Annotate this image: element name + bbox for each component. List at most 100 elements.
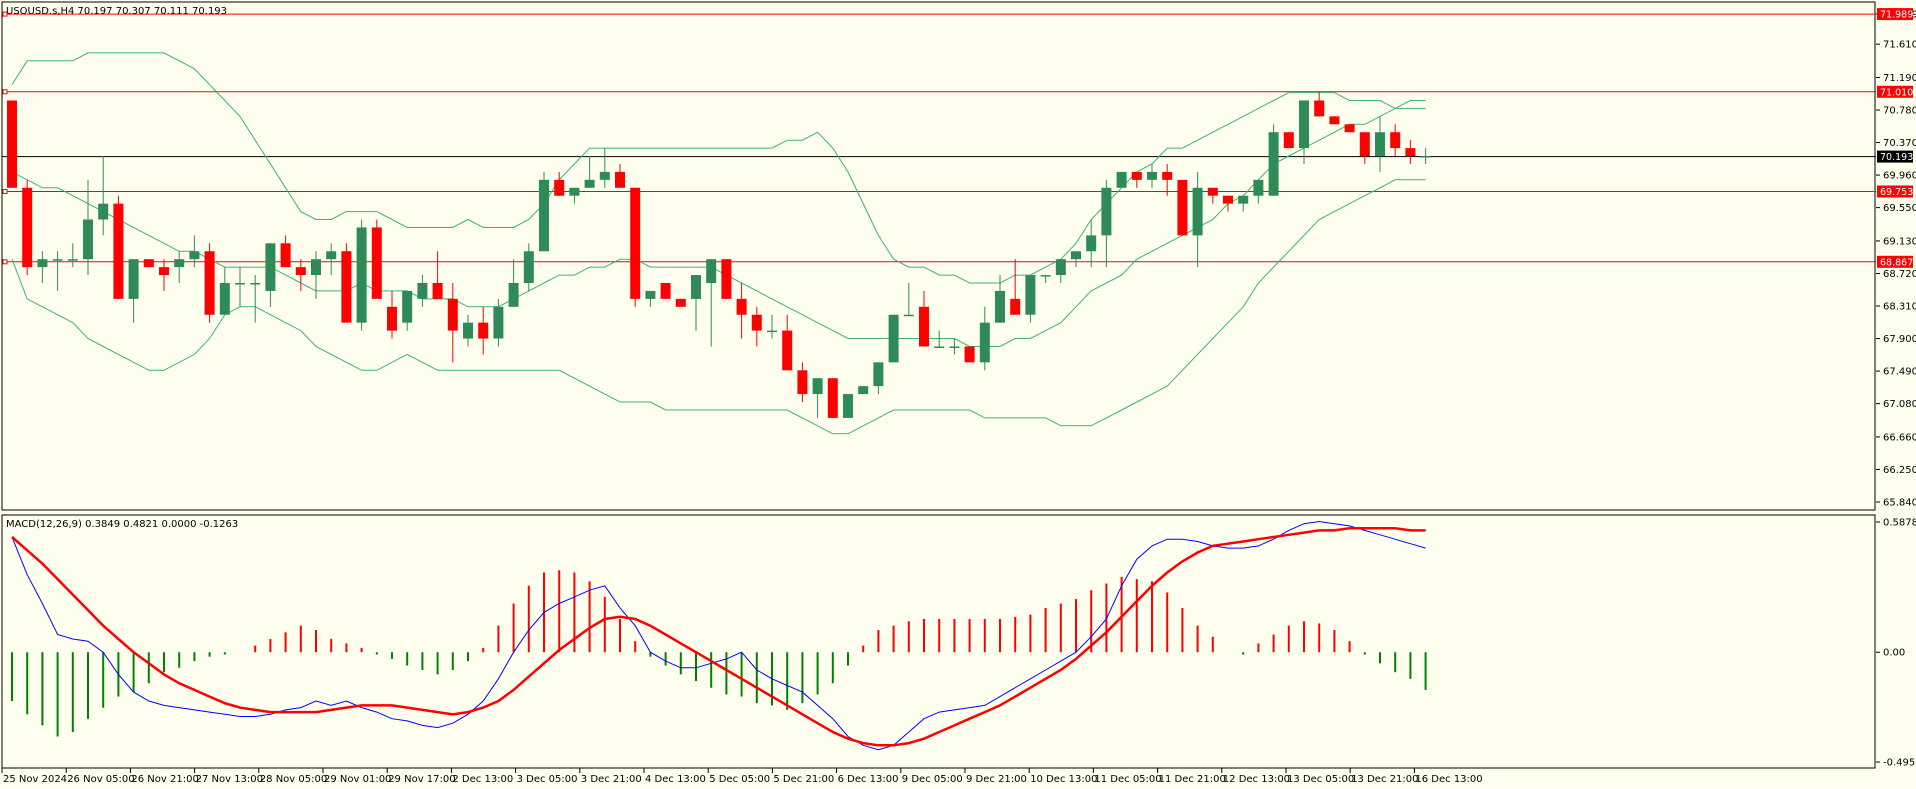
time-tick-label: 10 Dec 13:00 xyxy=(1030,774,1097,785)
candle xyxy=(493,298,504,347)
candle-body xyxy=(554,179,565,196)
candle xyxy=(326,243,337,276)
candle xyxy=(37,251,48,283)
macd-tick-label: 0.00 xyxy=(1883,648,1905,659)
candle-body xyxy=(630,187,641,299)
price-tick-label: 66.660 xyxy=(1883,432,1916,443)
price-tick-label: 70.370 xyxy=(1883,138,1916,149)
candle-body xyxy=(128,259,139,299)
macd-tick-label: -0.4953 xyxy=(1883,758,1916,769)
level-handle[interactable] xyxy=(2,11,8,17)
candle xyxy=(645,290,656,307)
bb-lower-line xyxy=(11,179,1426,435)
tag-label: 69.753 xyxy=(1880,187,1913,198)
candle xyxy=(1116,171,1127,188)
time-tick-label: 6 Dec 13:00 xyxy=(838,774,899,785)
candle-body xyxy=(979,322,990,363)
macd-signal-line xyxy=(11,526,1426,747)
candle-body xyxy=(1359,132,1370,157)
candle-body xyxy=(326,251,337,260)
candle xyxy=(964,346,975,363)
candle xyxy=(1375,116,1385,172)
candle-body xyxy=(1040,275,1051,277)
price-tick-label: 67.900 xyxy=(1883,334,1916,345)
time-tick-label: 5 Dec 05:00 xyxy=(709,774,770,785)
candle xyxy=(159,259,169,291)
candle-body xyxy=(159,267,169,276)
candle xyxy=(432,251,443,299)
candle-body xyxy=(1131,171,1142,180)
price-axis: 71.989 71.610 71.190 70.780 70.370 69.960 69.5… xyxy=(1876,8,1916,509)
candle xyxy=(599,148,610,188)
price-pane-frame xyxy=(1,1,1876,511)
candle xyxy=(204,243,215,323)
candle xyxy=(250,275,261,323)
candle xyxy=(113,195,124,299)
candle-body xyxy=(1375,132,1385,157)
time-tick-label: 4 Dec 13:00 xyxy=(645,774,706,785)
candle xyxy=(1101,179,1112,268)
candle-body xyxy=(1223,195,1233,204)
price-tick-label: 70.780 xyxy=(1883,106,1916,117)
macd-pane[interactable]: 0.5878 0.00 -0.4953 MACD(12,26,9) 0.3849 0… xyxy=(1,514,1916,769)
candle-body xyxy=(417,282,428,299)
candle xyxy=(736,282,747,339)
candle xyxy=(903,282,914,317)
candle-body xyxy=(599,171,610,180)
tag-box xyxy=(1877,255,1913,268)
candle xyxy=(812,378,823,418)
candle-body xyxy=(22,187,33,268)
candle-body xyxy=(83,219,93,260)
candle xyxy=(1055,259,1066,283)
time-tick-label: 29 Nov 17:00 xyxy=(388,774,455,785)
time-tick-label: 11 Dec 05:00 xyxy=(1094,774,1161,785)
price-tick-label: 71.190 xyxy=(1883,73,1916,84)
candle-body xyxy=(812,378,823,395)
time-tick-label: 26 Nov 05:00 xyxy=(67,774,134,785)
candle-body xyxy=(706,259,717,283)
candle-body xyxy=(447,298,458,331)
macd-tick-label: 0.5878 xyxy=(1883,518,1916,529)
candle-body xyxy=(1268,132,1279,196)
level-handle[interactable] xyxy=(2,259,8,265)
tag-label: 71.989 xyxy=(1880,10,1913,21)
price-tick-label: 69.550 xyxy=(1883,203,1916,214)
candle-body xyxy=(219,282,230,315)
candle-body xyxy=(1086,235,1097,252)
candle-body xyxy=(478,322,489,339)
level-handle[interactable] xyxy=(2,189,8,195)
price-tick-label: 69.960 xyxy=(1883,171,1916,182)
level-price-tag: 69.753 xyxy=(1877,185,1913,198)
level-price-tag: 71.989 xyxy=(1877,8,1913,21)
candle xyxy=(615,163,625,188)
candle xyxy=(995,275,1005,323)
candle xyxy=(1071,251,1081,268)
candle-body xyxy=(295,267,306,276)
candle xyxy=(827,378,838,418)
tag-label: 70.193 xyxy=(1880,152,1913,163)
candle xyxy=(1344,124,1355,133)
time-tick-label: 5 Dec 21:00 xyxy=(773,774,834,785)
candle xyxy=(265,243,276,307)
candle xyxy=(706,259,717,347)
candle-body xyxy=(463,322,473,339)
candle xyxy=(1040,275,1051,283)
time-tick-label: 25 Nov 2024 xyxy=(3,774,67,785)
candle-body xyxy=(1162,171,1173,180)
candle xyxy=(1268,124,1279,196)
candle xyxy=(919,290,929,347)
tag-box xyxy=(1877,8,1913,21)
level-handle[interactable] xyxy=(2,89,8,95)
candle xyxy=(523,243,534,291)
candle-body xyxy=(1010,298,1021,315)
time-tick-label: 29 Nov 01:00 xyxy=(324,774,391,785)
candle-body xyxy=(751,314,762,331)
candle xyxy=(52,251,63,291)
price-pane[interactable]: 71.989 71.610 71.190 70.780 70.370 69.960 69.5… xyxy=(1,1,1916,511)
candle xyxy=(387,290,397,339)
candle xyxy=(7,100,17,188)
candle-body xyxy=(523,251,534,283)
price-tick-label: 68.310 xyxy=(1883,302,1916,313)
candle-body xyxy=(1207,187,1218,196)
time-tick-label: 2 Dec 13:00 xyxy=(452,774,513,785)
